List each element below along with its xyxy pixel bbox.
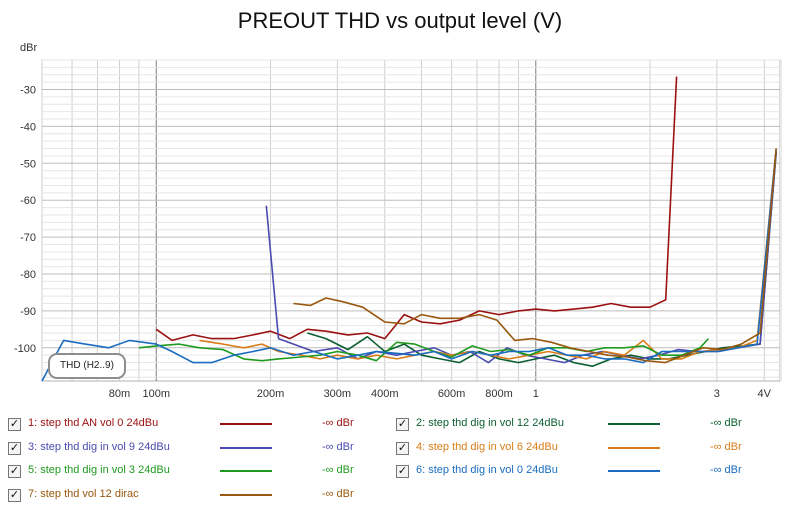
legend-swatch (608, 470, 660, 472)
plot-right-edge (780, 60, 782, 381)
x-tick-label: 100m (142, 388, 170, 400)
legend-swatch (220, 470, 272, 472)
legend-label: 2: step thd dig in vol 12 24dBu (416, 417, 564, 429)
y-tick-label: -50 (20, 158, 36, 170)
legend-swatch (608, 423, 660, 425)
x-grid (41, 60, 765, 381)
x-tick-label: 4V (758, 388, 772, 400)
legend-checkbox[interactable]: ✓ (396, 442, 409, 455)
x-tick-label: 3 (714, 388, 720, 400)
legend-label: 6: step thd dig in vol 0 24dBu (416, 464, 558, 476)
chart-title: PREOUT THD vs output level (V) (237, 8, 563, 33)
plot-background (41, 59, 781, 382)
distortion-range-badge[interactable]: THD (H2..9) (48, 353, 126, 379)
y-tick-label: -90 (20, 306, 36, 318)
x-tick-label: 800m (485, 388, 513, 400)
legend-value: -∞ dBr (710, 417, 742, 429)
y-tick-label: -80 (20, 269, 36, 281)
legend-checkbox[interactable]: ✓ (396, 418, 409, 431)
legend-checkbox[interactable]: ✓ (396, 465, 409, 478)
series-line-7 (293, 148, 777, 364)
legend-item-7[interactable]: ✓ 7: step thd vol 12 dirac -∞ dBr (8, 488, 382, 506)
y-tick-label: -70 (20, 232, 36, 244)
x-tick-label: 1 (533, 388, 539, 400)
y-tick-label: -100 (14, 343, 36, 355)
legend-checkbox[interactable]: ✓ (8, 465, 21, 478)
legend-label: 7: step thd vol 12 dirac (28, 488, 139, 500)
legend-label: 3: step thd dig in vol 9 24dBu (28, 441, 170, 453)
legend-value: -∞ dBr (710, 464, 742, 476)
plot-area: -30 -40 -50 -60 -70 -80 -90 -100 80m 100m 200m 300m… (14, 59, 782, 400)
legend-label: 1: step thd AN vol 0 24dBu (28, 417, 159, 429)
series-line-6 (41, 148, 777, 382)
legend-label: 5: step thd dig in vol 3 24dBu (28, 464, 170, 476)
legend-item-3[interactable]: ✓ 3: step thd dig in vol 9 24dBu -∞ dBr (8, 441, 382, 459)
legend-item-4[interactable]: ✓ 4: step thd dig in vol 6 24dBu -∞ dBr (396, 441, 770, 459)
legend-value: -∞ dBr (322, 464, 354, 476)
legend-checkbox[interactable]: ✓ (8, 489, 21, 502)
legend-value: -∞ dBr (710, 441, 742, 453)
legend-checkbox[interactable]: ✓ (8, 442, 21, 455)
legend-item-2[interactable]: ✓ 2: step thd dig in vol 12 24dBu -∞ dBr (396, 417, 770, 435)
legend-swatch (220, 494, 272, 496)
y-tick-label: -30 (20, 85, 36, 97)
x-tick-label: 300m (324, 388, 352, 400)
series-line-1 (155, 76, 678, 342)
x-tick-label: 200m (257, 388, 285, 400)
legend: ✓ 1: step thd AN vol 0 24dBu -∞ dBr ✓ 2: ste… (0, 410, 800, 509)
legend-swatch (608, 447, 660, 449)
legend-item-1[interactable]: ✓ 1: step thd AN vol 0 24dBu -∞ dBr (8, 417, 382, 435)
legend-value: -∞ dBr (322, 488, 354, 500)
y-tick-label: -40 (20, 121, 36, 133)
legend-swatch (220, 423, 272, 425)
legend-value: -∞ dBr (322, 441, 354, 453)
x-tick-label: 80m (109, 388, 130, 400)
legend-checkbox[interactable]: ✓ (8, 418, 21, 431)
y-tick-label: -60 (20, 195, 36, 207)
x-tick-label: 400m (371, 388, 399, 400)
legend-item-6[interactable]: ✓ 6: step thd dig in vol 0 24dBu -∞ dBr (396, 464, 770, 482)
y-axis-unit-label: dBr (20, 42, 38, 54)
legend-swatch (220, 447, 272, 449)
legend-label: 4: step thd dig in vol 6 24dBu (416, 441, 558, 453)
legend-item-5[interactable]: ✓ 5: step thd dig in vol 3 24dBu -∞ dBr (8, 464, 382, 482)
x-tick-label: 600m (438, 388, 466, 400)
legend-value: -∞ dBr (322, 417, 354, 429)
